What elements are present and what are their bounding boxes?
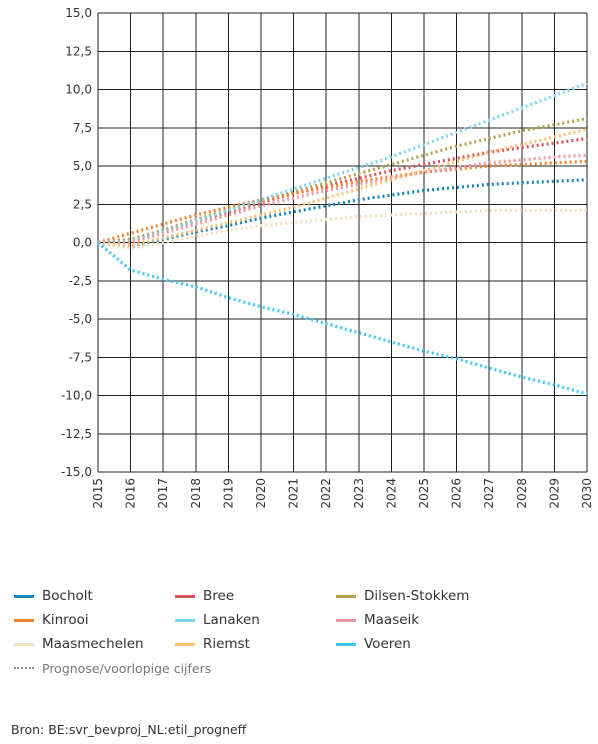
y-tick-label: -15,0	[61, 465, 92, 479]
x-tick-label: 2019	[221, 478, 235, 509]
y-tick-label: 12,5	[65, 44, 92, 58]
legend-label: Bocholt	[42, 588, 93, 604]
y-tick-label: 15,0	[65, 6, 92, 20]
y-tick-label: 5,0	[73, 159, 92, 173]
x-tick-label: 2025	[417, 478, 431, 509]
legend-item[interactable]: Bree	[175, 588, 336, 604]
series-line-lanaken	[97, 81, 588, 245]
legend-swatch	[175, 618, 195, 622]
x-tick-label: 2029	[547, 478, 561, 509]
series-line-kinrooi	[97, 159, 588, 245]
legend-swatch	[336, 642, 356, 646]
legend-label: Maaseik	[364, 612, 420, 628]
legend-swatch	[175, 642, 195, 646]
legend-item[interactable]: Kinrooi	[14, 612, 175, 628]
legend-label: Bree	[203, 588, 235, 604]
legend-item[interactable]: Voeren	[336, 636, 536, 652]
x-tick-label: 2024	[384, 478, 398, 509]
legend-swatch	[336, 618, 356, 622]
x-tick-label: 2018	[189, 478, 203, 509]
series-line-bocholt	[97, 178, 588, 249]
series-line-voeren	[96, 241, 588, 396]
legend-item[interactable]: Maaseik	[336, 612, 536, 628]
legend-item[interactable]: Maasmechelen	[14, 636, 175, 652]
legend-items: Bocholt Bree Dilsen-Stokkem Kinrooi Lanaken M…	[14, 588, 574, 652]
y-tick-label: -10,0	[61, 389, 92, 403]
legend-note-label: Prognose/voorlopige cijfers	[42, 660, 212, 676]
legend-swatch	[14, 594, 34, 598]
dotted-line-icon	[14, 667, 34, 669]
legend-swatch	[14, 642, 34, 646]
x-tick-label: 2020	[254, 478, 268, 509]
y-tick-label: 10,0	[65, 83, 92, 97]
y-tick-label: -7,5	[69, 350, 92, 364]
legend-label: Lanaken	[203, 612, 260, 628]
x-tick-label: 2023	[352, 478, 366, 509]
x-tick-label: 2030	[580, 478, 594, 509]
line-chart: 15,0 12,5 10,0 7,5 5,0 2,5 0,0 -2,5 -5,0 -7,5 -10,…	[61, 6, 594, 509]
series-line-dilsen-stokkem	[97, 117, 588, 245]
legend-item[interactable]: Bocholt	[14, 588, 175, 604]
x-tick-label: 2015	[91, 478, 105, 509]
x-tick-label: 2027	[482, 478, 496, 509]
legend-item[interactable]: Lanaken	[175, 612, 336, 628]
series-line-riemst	[97, 127, 588, 248]
y-tick-label: 2,5	[73, 197, 92, 211]
y-tick-label: -5,0	[69, 312, 92, 326]
grid	[97, 12, 588, 473]
legend-swatch	[175, 594, 195, 598]
y-axis-ticks: 15,0 12,5 10,0 7,5 5,0 2,5 0,0 -2,5 -5,0 -7,5 -10,…	[61, 6, 92, 479]
y-tick-label: 7,5	[73, 121, 92, 135]
x-tick-label: 2016	[124, 478, 138, 509]
series-line-maasmechelen	[97, 208, 587, 251]
legend-label: Voeren	[364, 636, 411, 652]
series-lines	[96, 81, 588, 396]
legend-swatch	[14, 618, 34, 622]
x-axis-ticks: 2015 2016 2017 2018 2019 2020 2021 2022 2023 2024…	[91, 478, 594, 509]
legend-label: Dilsen-Stokkem	[364, 588, 470, 604]
y-tick-label: -2,5	[69, 274, 92, 288]
legend: Bocholt Bree Dilsen-Stokkem Kinrooi Lanaken M…	[14, 588, 574, 676]
y-tick-label: 0,0	[73, 236, 92, 250]
legend-swatch	[336, 594, 356, 598]
legend-label: Maasmechelen	[42, 636, 144, 652]
series-line-maaseik	[98, 153, 588, 245]
x-tick-label: 2021	[287, 478, 301, 509]
x-tick-label: 2028	[515, 478, 529, 509]
legend-item[interactable]: Riemst	[175, 636, 336, 652]
x-tick-label: 2026	[450, 478, 464, 509]
legend-label: Kinrooi	[42, 612, 89, 628]
y-tick-label: -12,5	[61, 427, 92, 441]
legend-item[interactable]: Dilsen-Stokkem	[336, 588, 536, 604]
x-tick-label: 2022	[319, 478, 333, 509]
x-tick-label: 2017	[156, 478, 170, 509]
legend-label: Riemst	[203, 636, 250, 652]
source-text: Bron: BE:svr_bevproj_NL:etil_progneff	[11, 722, 247, 737]
legend-forecast-note: Prognose/voorlopige cijfers	[14, 660, 574, 676]
